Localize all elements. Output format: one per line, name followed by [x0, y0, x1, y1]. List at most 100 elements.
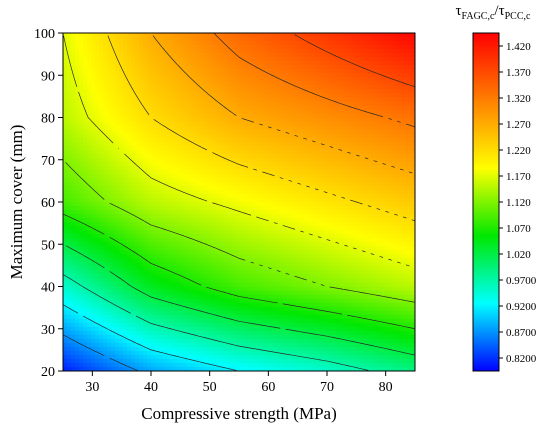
heat-cell: [87, 302, 92, 308]
heat-cell: [251, 121, 256, 127]
heat-cell: [283, 89, 288, 94]
heat-cell: [211, 218, 216, 223]
heat-cell: [171, 286, 176, 292]
heat-cell: [87, 222, 92, 227]
heat-cell: [283, 45, 288, 50]
heat-cell: [175, 298, 180, 304]
heat-cell: [255, 358, 260, 364]
heat-cell: [167, 354, 172, 360]
heat-cell: [271, 246, 276, 251]
heat-cell: [83, 290, 88, 296]
heat-cell: [291, 266, 296, 271]
heat-cell: [159, 73, 164, 78]
heat-cell: [111, 350, 116, 356]
heat-cell: [191, 362, 196, 368]
heat-cell: [115, 157, 120, 163]
heat-cell: [203, 97, 208, 102]
heat-cell: [215, 113, 220, 119]
heat-cell: [63, 53, 68, 58]
heat-cell: [67, 310, 72, 316]
heat-cell: [171, 161, 176, 167]
heat-cell: [219, 41, 224, 46]
heat-cell: [95, 338, 100, 344]
heat-cell: [67, 342, 72, 348]
heat-cell: [287, 366, 292, 371]
heat-cell: [243, 278, 248, 284]
heat-cell: [223, 334, 228, 340]
heat-cell: [159, 258, 164, 263]
heat-cell: [143, 53, 148, 58]
heat-cell: [247, 121, 252, 127]
heat-cell: [179, 109, 184, 115]
heat-cell: [219, 173, 224, 179]
heat-cell: [123, 366, 128, 371]
heat-cell: [235, 189, 240, 195]
heat-cell: [247, 145, 252, 151]
heat-cell: [259, 149, 264, 155]
heat-cell: [83, 189, 88, 195]
heat-cell: [83, 149, 88, 155]
heat-cell: [119, 69, 124, 74]
heat-cell: [99, 362, 104, 368]
heat-cell: [71, 274, 76, 280]
heat-cell: [267, 326, 272, 332]
heat-cell: [279, 81, 284, 86]
heat-cell: [139, 73, 144, 78]
heat-cell: [119, 338, 124, 344]
heat-cell: [199, 230, 204, 235]
heat-cell: [275, 117, 280, 123]
heat-cell: [267, 149, 272, 155]
heat-cell: [191, 302, 196, 308]
heat-cell: [67, 93, 72, 98]
heat-cell: [203, 61, 208, 66]
heat-cell: [191, 177, 196, 183]
heat-cell: [187, 81, 192, 86]
heat-cell: [155, 33, 160, 38]
heat-cell: [223, 242, 228, 247]
heat-cell: [67, 193, 72, 199]
heat-cell: [191, 165, 196, 171]
heat-cell: [259, 358, 264, 364]
heat-cell: [115, 318, 120, 324]
heat-cell: [183, 346, 188, 352]
heat-cell: [239, 117, 244, 123]
heat-cell: [195, 145, 200, 151]
heat-cell: [259, 282, 264, 288]
heat-cell: [279, 125, 284, 131]
heat-cell: [235, 149, 240, 155]
heat-cell: [283, 133, 288, 139]
heat-cell: [207, 270, 212, 276]
heat-cell: [71, 234, 76, 239]
heat-cell: [199, 109, 204, 115]
heat-cell: [139, 181, 144, 187]
heat-cell: [235, 286, 240, 292]
heat-cell: [139, 226, 144, 231]
heat-cell: [251, 294, 256, 300]
heat-cell: [227, 306, 232, 312]
heat-cell: [175, 129, 180, 135]
heat-cell: [159, 41, 164, 46]
heat-cell: [135, 278, 140, 284]
heat-cell: [223, 93, 228, 98]
heat-cell: [219, 141, 224, 147]
heat-cell: [219, 113, 224, 119]
heat-cell: [171, 73, 176, 78]
heat-cell: [247, 33, 252, 38]
heat-cell: [243, 85, 248, 90]
heat-cell: [235, 222, 240, 227]
heat-cell: [179, 181, 184, 187]
heat-cell: [119, 41, 124, 46]
heat-cell: [155, 282, 160, 288]
heat-cell: [115, 65, 120, 70]
heat-cell: [259, 197, 264, 203]
heat-cell: [235, 157, 240, 163]
heat-cell: [223, 89, 228, 94]
heat-cell: [143, 165, 148, 171]
heat-cell: [175, 358, 180, 364]
heat-cell: [87, 101, 92, 107]
heat-cell: [191, 117, 196, 123]
heat-cell: [75, 173, 80, 179]
heat-cell: [167, 286, 172, 292]
heat-cell: [199, 73, 204, 78]
heat-cell: [151, 326, 156, 332]
